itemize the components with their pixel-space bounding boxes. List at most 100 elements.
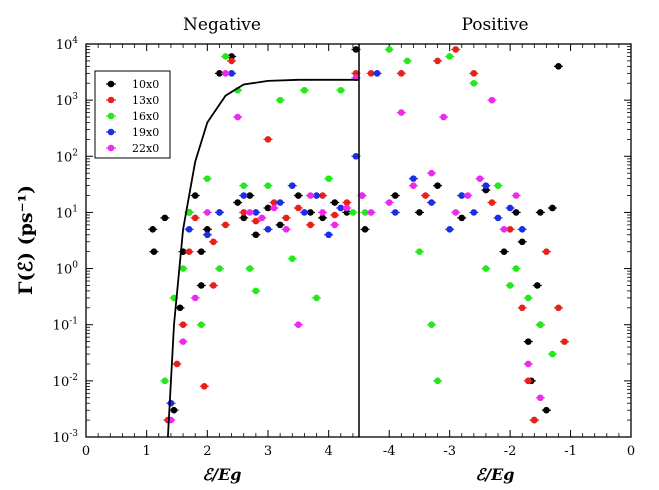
data-point [337,86,345,94]
data-point [428,321,435,329]
data-point [458,214,466,222]
data-point [464,192,472,199]
y-tick-label: 10-2 [53,373,78,390]
data-point [216,209,223,216]
data-point [561,338,568,345]
x-axis-label-negative: ℰ/Eg [203,465,242,484]
series-13x0 [366,46,570,424]
data-point [228,70,235,77]
x-tick-label: 2 [203,444,211,459]
data-point [500,248,508,255]
data-point [216,70,223,77]
data-point [313,192,320,199]
data-point [543,406,550,414]
legend-label: 19x0 [132,126,159,139]
data-point [210,238,217,246]
data-point [494,182,502,189]
data-point [185,209,193,216]
data-point [422,192,429,199]
x-tick-label: -3 [443,444,456,459]
data-point [246,209,254,216]
data-point [398,109,405,116]
data-point [234,199,241,206]
data-point [434,182,441,189]
x-tick-label: 0 [627,444,635,459]
series-10x0 [148,46,361,414]
data-point [410,182,417,189]
data-point [367,70,375,77]
data-point [301,86,308,94]
data-point [319,209,326,216]
x-axis-label-positive: ℰ/Eg [476,465,515,484]
data-point [246,265,254,272]
data-point [482,265,490,272]
data-point [319,214,326,222]
data-point [252,217,260,225]
data-point [352,152,360,160]
x-tick-label: 4 [325,444,333,459]
y-axis-label: Γ(ℰ) (ps⁻¹) [15,185,37,295]
x-axis-labels: ℰ/Eg ℰ/Eg [203,465,515,484]
data-point [246,192,254,199]
data-point [161,214,169,222]
panel-title-positive: Positive [461,15,528,35]
data-point [170,406,178,414]
data-point [512,209,520,216]
legend: 10x0 13x0 16x0 19x0 22x0 [94,70,171,159]
series-16x0 [360,46,557,385]
data-point [476,175,484,182]
data-point [343,199,351,206]
data-point [452,209,460,216]
data-point [482,182,490,189]
data-point [534,282,541,289]
data-point [204,231,211,239]
data-point [270,199,278,206]
data-point [319,192,326,199]
data-point [512,192,520,199]
data-point [179,338,187,345]
data-point [537,321,544,329]
data-point [276,96,284,104]
data-point [404,57,411,65]
data-point [352,46,360,53]
plot-area: 0 1 2 3 4 -4 -3 -2 -1 0 [82,43,635,459]
data-point [240,192,248,199]
data-point [331,211,339,219]
y-tick-label: 101 [56,204,78,221]
data-point [179,265,187,272]
data-point [173,360,181,368]
data-point [204,209,211,216]
data-point [222,53,229,60]
data-point [458,192,466,199]
data-point [361,209,369,216]
data-point [222,70,229,77]
data-point [349,209,357,216]
data-point [524,338,532,345]
data-point [234,113,241,121]
data-point [537,209,544,216]
data-point [367,209,375,216]
data-point [555,63,562,70]
data-point [385,199,393,206]
data-point [440,113,447,121]
data-point [150,248,158,255]
data-point [428,169,435,177]
data-point [337,204,345,212]
data-point [240,209,248,216]
data-point [416,248,423,255]
data-point [446,226,453,233]
legend-label: 10x0 [132,78,159,91]
data-point [191,192,199,199]
data-point [518,304,526,312]
data-point [391,209,399,216]
data-point [446,53,453,60]
data-point [288,255,296,262]
data-point [204,175,211,182]
data-point [185,248,193,255]
data-point [295,204,302,212]
data-point [185,226,193,233]
legend-label: 16x0 [132,110,159,123]
data-point [313,294,320,302]
data-point [452,46,460,53]
